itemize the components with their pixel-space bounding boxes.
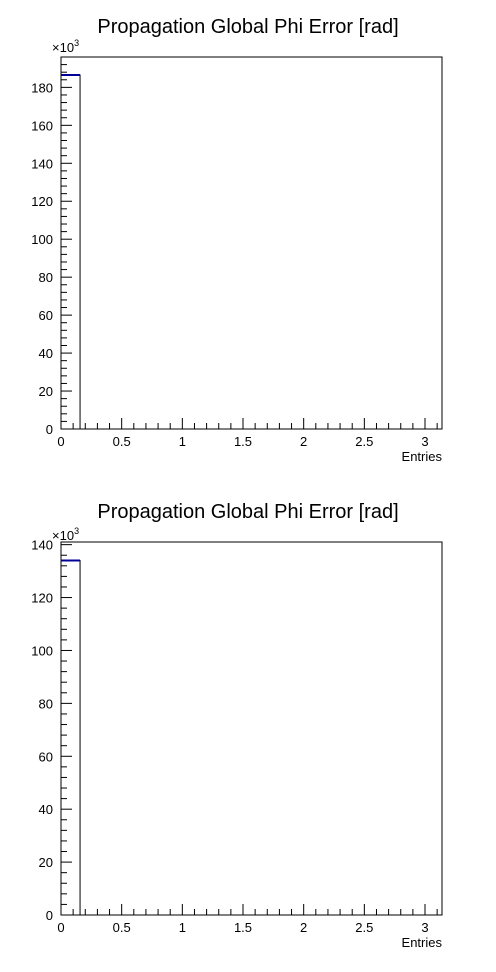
x-tick-label: 2.5 xyxy=(355,434,373,449)
y-tick-label: 20 xyxy=(39,855,53,870)
y-tick-label: 140 xyxy=(31,156,53,171)
y-axis-multiplier: ×103 xyxy=(52,38,79,55)
x-tick-label: 0.5 xyxy=(113,434,131,449)
y-tick-label: 100 xyxy=(31,643,53,658)
y-tick-label: 40 xyxy=(39,346,53,361)
x-tick-label: 0 xyxy=(57,920,64,935)
x-axis-label: Entries xyxy=(402,935,443,950)
y-tick-label: 0 xyxy=(46,422,53,437)
x-tick-label: 3 xyxy=(421,434,428,449)
x-tick-label: 0.5 xyxy=(113,920,131,935)
x-tick-label: 3 xyxy=(421,920,428,935)
y-tick-label: 60 xyxy=(39,308,53,323)
x-tick-label: 0 xyxy=(57,434,64,449)
y-tick-label: 100 xyxy=(31,232,53,247)
histogram-chart-bottom: Propagation Global Phi Error [rad] ×103 … xyxy=(31,501,443,950)
chart-title: Propagation Global Phi Error [rad] xyxy=(97,16,398,38)
y-tick-label: 160 xyxy=(31,118,53,133)
x-tick-label: 2 xyxy=(300,434,307,449)
histogram-panel-top: Propagation Global Phi Error [rad] ×103 … xyxy=(31,16,443,464)
y-tick-label: 80 xyxy=(39,270,53,285)
y-tick-label: 80 xyxy=(39,696,53,711)
x-tick-label: 2 xyxy=(300,920,307,935)
y-tick-label: 120 xyxy=(31,194,53,209)
y-tick-label: 180 xyxy=(31,80,53,95)
x-tick-label: 1 xyxy=(179,434,186,449)
y-tick-label: 20 xyxy=(39,384,53,399)
x-tick-label: 1 xyxy=(179,920,186,935)
y-tick-label: 0 xyxy=(46,908,53,923)
x-tick-label: 1.5 xyxy=(234,920,252,935)
histogram-panel-bottom: Propagation Global Phi Error [rad] ×103 … xyxy=(0,486,496,972)
y-tick-label: 60 xyxy=(39,749,53,764)
plot-frame xyxy=(60,56,443,430)
x-tick-label: 1.5 xyxy=(234,434,252,449)
y-tick-label: 120 xyxy=(31,591,53,606)
y-tick-label: 140 xyxy=(31,538,53,553)
plot-frame xyxy=(60,541,443,916)
chart-title: Propagation Global Phi Error [rad] xyxy=(97,501,398,523)
y-tick-label: 40 xyxy=(39,802,53,817)
x-tick-label: 2.5 xyxy=(355,920,373,935)
histogram-chart-top: Propagation Global Phi Error [rad] ×103 … xyxy=(31,16,443,464)
x-axis-label: Entries xyxy=(402,449,443,464)
y-axis-multiplier: ×103 xyxy=(52,526,79,543)
